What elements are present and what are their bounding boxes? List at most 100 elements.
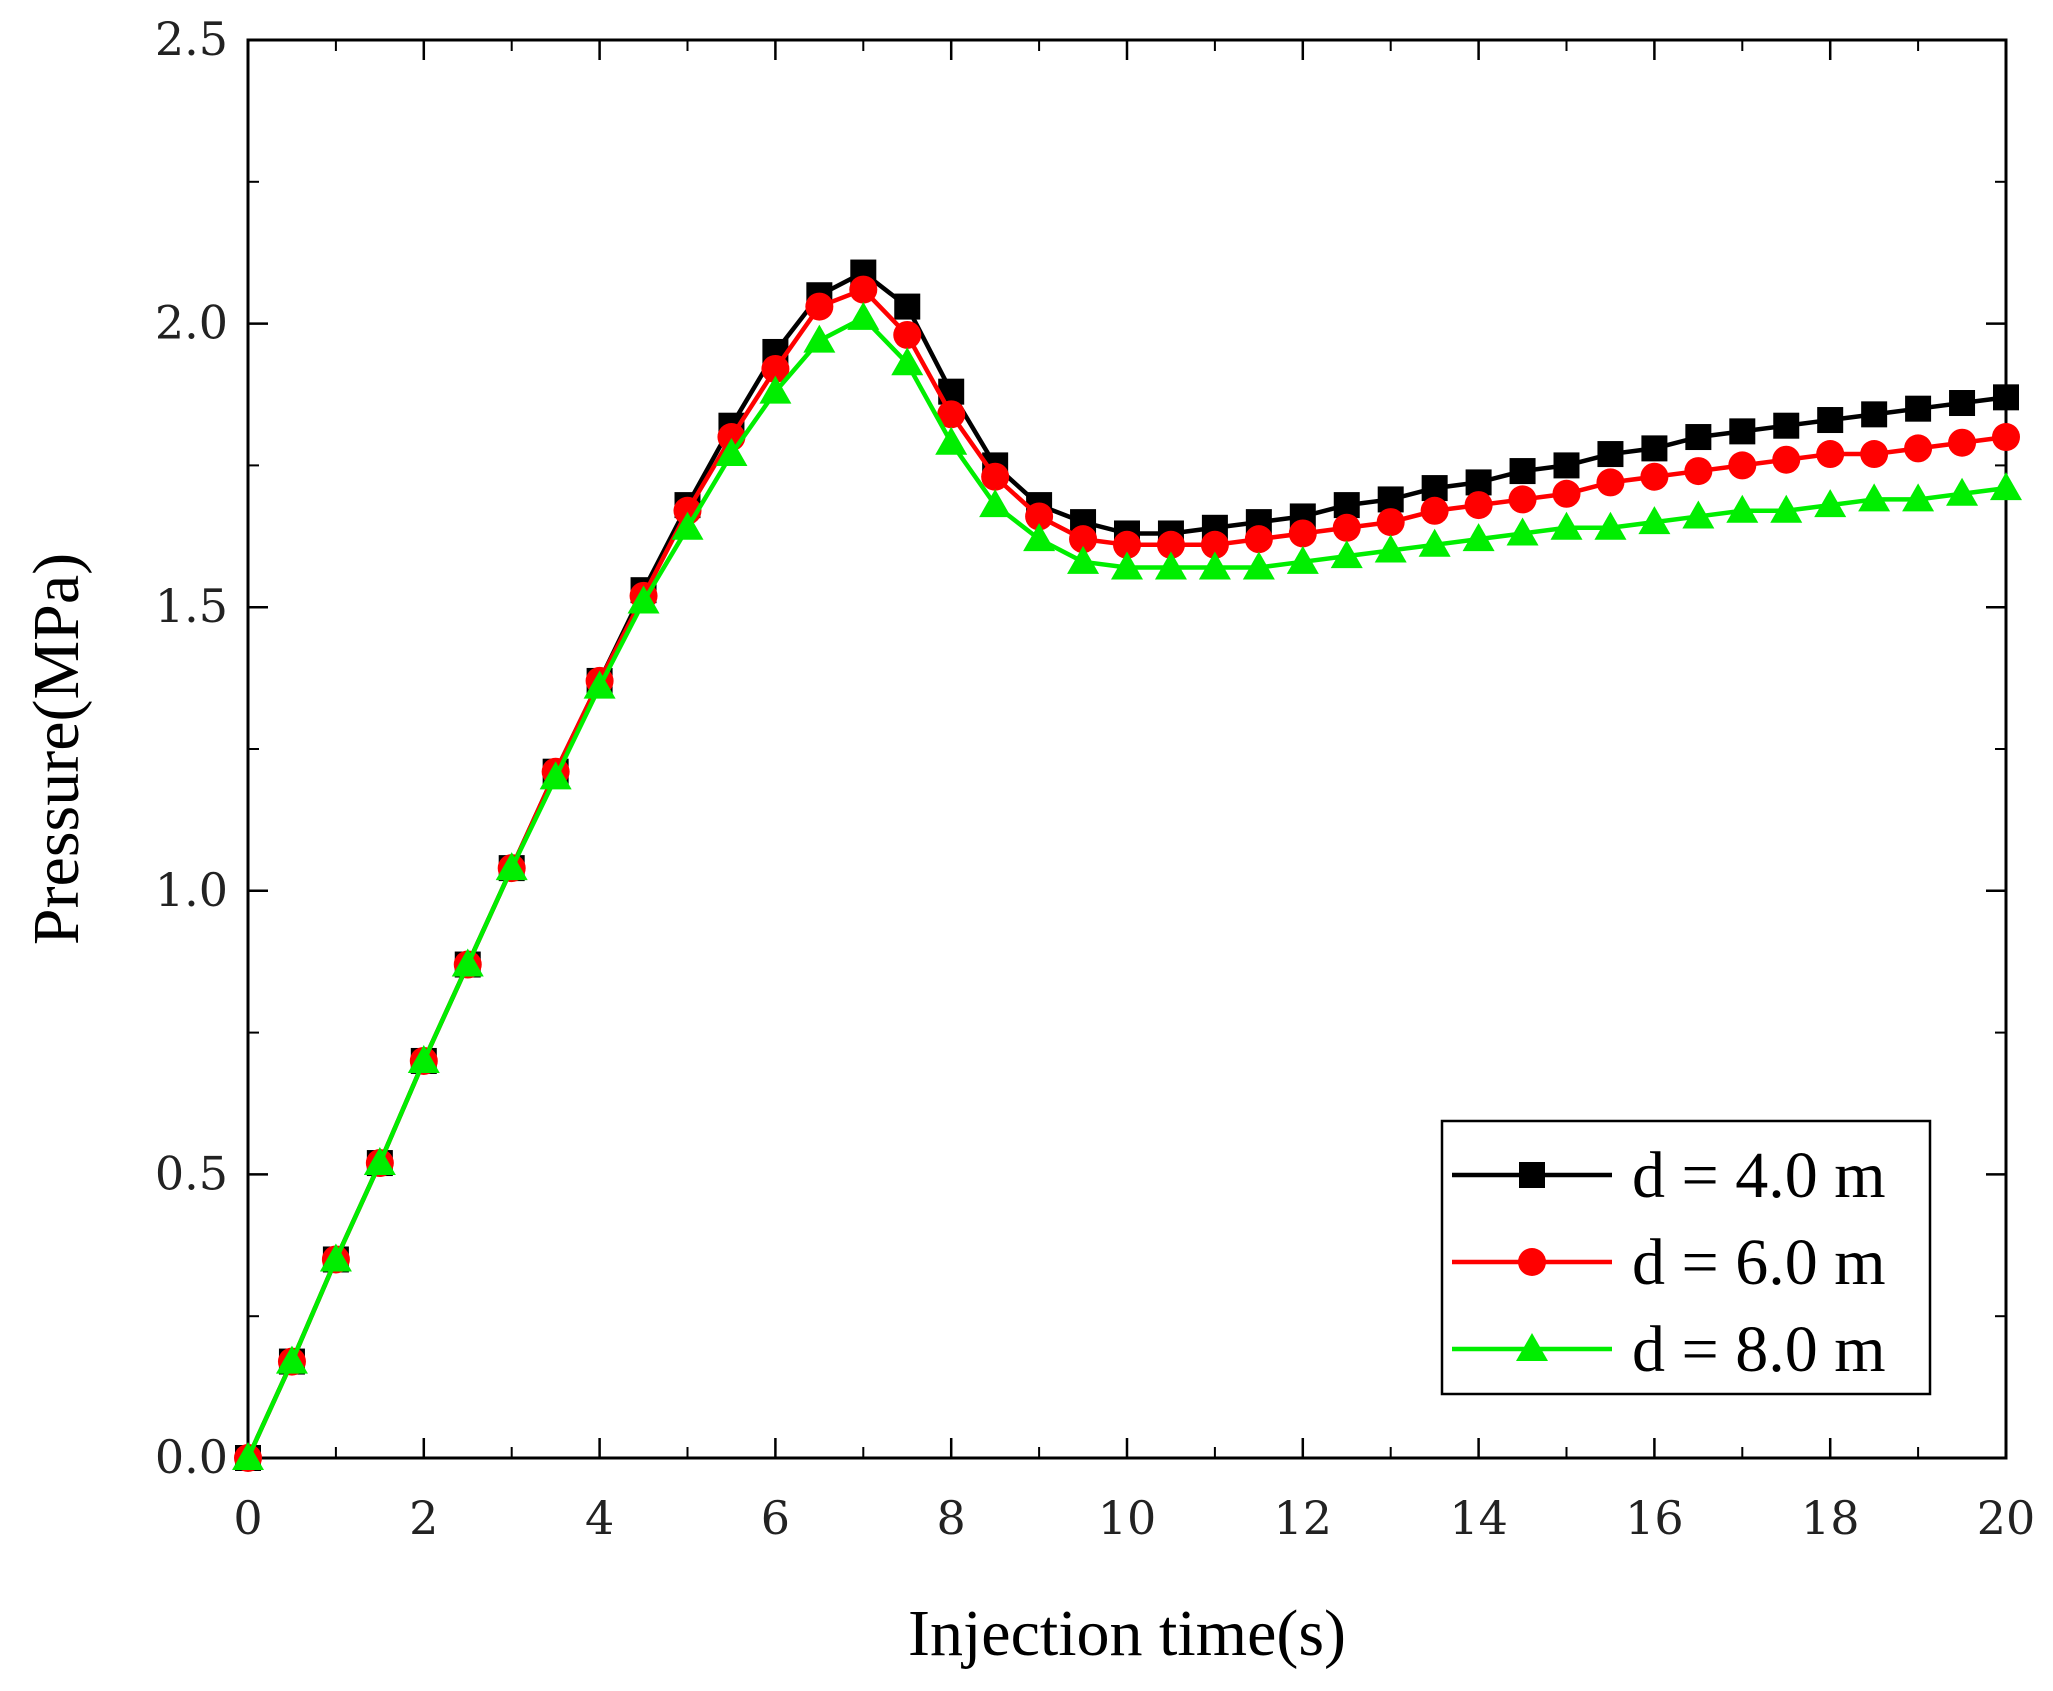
x-tick-label: 10 — [1098, 1491, 1157, 1545]
data-point — [1597, 441, 1624, 468]
data-point — [1773, 412, 1800, 439]
data-point — [1067, 545, 1100, 574]
legend-label: d = 6.0 m — [1632, 1226, 1886, 1299]
data-point — [1286, 545, 1319, 574]
data-point — [1904, 434, 1933, 463]
data-point — [894, 293, 921, 320]
data-point — [1992, 423, 2020, 452]
data-point — [1113, 530, 1141, 559]
data-point — [1025, 502, 1054, 531]
data-point — [583, 670, 616, 699]
y-tick-label: 2.0 — [155, 296, 228, 350]
data-point — [1374, 534, 1407, 563]
data-point — [1684, 457, 1713, 486]
data-point — [1200, 530, 1229, 559]
axis-ticks — [246, 38, 2008, 1460]
legend-label: d = 4.0 m — [1632, 1139, 1886, 1212]
data-point — [1858, 483, 1891, 512]
data-point — [1728, 451, 1757, 480]
data-point — [1816, 440, 1845, 469]
data-point — [319, 1243, 352, 1272]
data-point — [1464, 491, 1493, 520]
data-point — [1949, 390, 1976, 417]
data-point — [1993, 384, 2019, 411]
data-point — [979, 489, 1012, 518]
data-point — [1990, 472, 2022, 501]
data-point — [1550, 511, 1583, 540]
data-point — [451, 948, 484, 977]
data-point — [1640, 462, 1669, 491]
data-point — [935, 426, 968, 455]
data-point — [1111, 551, 1143, 580]
data-point — [407, 1044, 440, 1073]
data-point — [1242, 551, 1275, 580]
y-axis-title: Pressure(MPa) — [20, 553, 93, 945]
data-point — [1641, 435, 1668, 462]
data-point — [1946, 477, 1979, 506]
data-point — [1418, 528, 1451, 557]
data-point — [1685, 424, 1712, 451]
data-point — [1421, 475, 1448, 502]
x-tick-label: 6 — [761, 1491, 790, 1545]
data-point — [1594, 511, 1627, 540]
data-point — [1154, 551, 1187, 580]
y-tick-label: 0.5 — [155, 1146, 228, 1200]
data-point — [1330, 540, 1363, 569]
data-point — [1860, 440, 1889, 469]
data-point — [761, 354, 790, 383]
legend-marker — [1518, 1248, 1546, 1276]
data-point — [1596, 468, 1625, 497]
data-point — [937, 400, 966, 429]
data-point — [893, 320, 922, 349]
data-point — [1509, 458, 1536, 485]
data-point — [847, 301, 880, 330]
x-tick-label: 0 — [233, 1491, 262, 1545]
data-point — [1638, 506, 1671, 535]
x-tick-label: 12 — [1274, 1491, 1333, 1545]
data-point — [671, 511, 704, 540]
data-point — [805, 292, 834, 321]
data-point — [1552, 479, 1581, 508]
data-point — [803, 324, 836, 353]
data-point — [363, 1147, 396, 1176]
data-point — [275, 1345, 308, 1374]
data-point — [1023, 523, 1056, 552]
data-point — [1861, 401, 1888, 428]
data-point — [1682, 500, 1715, 529]
series-layer — [232, 259, 2022, 1472]
data-point — [1376, 508, 1405, 537]
data-point — [1332, 513, 1361, 542]
data-point — [1462, 523, 1495, 552]
x-tick-label: 16 — [1625, 1491, 1684, 1545]
series-3 — [232, 301, 2022, 1470]
data-point — [1420, 496, 1449, 525]
x-tick-label: 14 — [1449, 1491, 1508, 1545]
data-point — [495, 852, 528, 881]
y-tick-label: 0.0 — [155, 1430, 228, 1484]
data-point — [1156, 530, 1185, 559]
legend-marker — [1516, 1333, 1548, 1361]
legend-label: d = 8.0 m — [1632, 1313, 1886, 1386]
data-point — [1948, 428, 1977, 457]
data-point — [1377, 486, 1404, 513]
data-point — [627, 585, 660, 614]
data-point — [759, 375, 792, 404]
data-point — [1814, 489, 1847, 518]
data-point — [1817, 407, 1844, 434]
data-point — [891, 347, 924, 376]
data-point — [1465, 469, 1492, 496]
data-point — [1198, 551, 1231, 580]
data-point — [232, 1442, 264, 1470]
data-point — [1506, 517, 1539, 546]
data-point — [981, 462, 1010, 491]
x-tick-label: 2 — [409, 1491, 438, 1545]
data-point — [539, 761, 572, 790]
data-point — [1333, 492, 1360, 519]
data-point — [1770, 494, 1803, 523]
x-tick-label: 20 — [1977, 1491, 2036, 1545]
y-tick-label: 1.0 — [155, 863, 228, 917]
legend-marker — [1519, 1162, 1545, 1188]
data-point — [1553, 452, 1580, 479]
y-tick-label: 2.5 — [155, 12, 228, 66]
